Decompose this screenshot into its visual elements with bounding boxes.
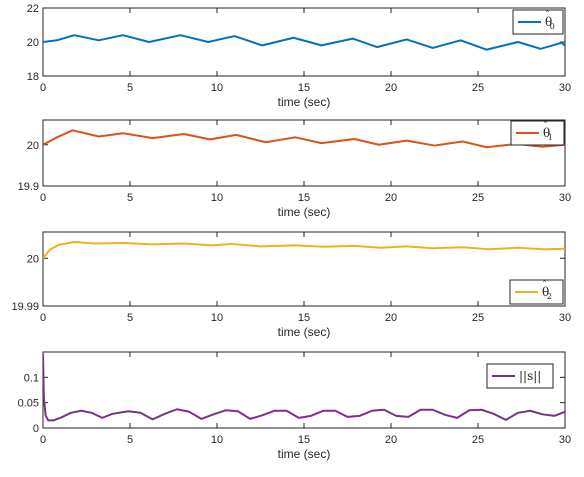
- series-line-1: [43, 34, 565, 51]
- legend: θˆ2: [509, 279, 564, 305]
- legend-label: θˆ1: [543, 121, 553, 142]
- legend-label: θˆ0: [545, 10, 555, 31]
- x-tick-label: 20: [385, 192, 397, 204]
- y-tick-label: 20: [27, 37, 39, 49]
- x-tick-label: 15: [298, 434, 310, 446]
- subplot-1: 0 5 10 15 20 25 30 18 20 22 time (sec) θˆ0: [27, 3, 571, 109]
- x-tick-label: 20: [385, 82, 397, 94]
- x-tick-label: 25: [472, 434, 484, 446]
- x-tick-label: 5: [127, 82, 133, 94]
- x-tick-label: 15: [298, 82, 310, 94]
- legend: ||s||: [486, 363, 554, 389]
- legend-label: θˆ2: [542, 280, 552, 301]
- x-tick-label: 5: [127, 312, 133, 324]
- axes-box: [42, 119, 566, 187]
- axes-box: [42, 351, 566, 429]
- series-line-2: [43, 129, 565, 149]
- y-tick-label: 19.9: [18, 181, 39, 193]
- subplot-2: 0 5 10 15 20 25 30 19.9 20 time (sec) θˆ1: [18, 119, 571, 219]
- x-axis-label: time (sec): [278, 447, 331, 461]
- x-tick-label: 10: [211, 82, 223, 94]
- x-tick-label: 0: [40, 434, 46, 446]
- x-tick-label: 30: [559, 434, 571, 446]
- x-tick-label: 0: [40, 192, 46, 204]
- y-tick-label: 20: [27, 253, 39, 265]
- y-tick-label: 18: [27, 71, 39, 83]
- legend: θˆ1: [510, 120, 565, 146]
- y-tick-label: 22: [27, 3, 39, 15]
- x-tick-label: 5: [127, 434, 133, 446]
- axes-box: [42, 231, 566, 307]
- x-tick-label: 25: [472, 192, 484, 204]
- x-tick-label: 25: [472, 82, 484, 94]
- y-tick-label: 0.05: [18, 398, 39, 410]
- x-axis-label: time (sec): [278, 95, 331, 109]
- legend: θˆ0: [512, 9, 564, 35]
- x-tick-label: 0: [40, 82, 46, 94]
- y-tick-label: 0: [33, 423, 39, 435]
- x-tick-label: 10: [211, 312, 223, 324]
- series-line-4: [43, 354, 565, 422]
- y-tick-label: 20: [27, 140, 39, 152]
- x-tick-label: 30: [559, 192, 571, 204]
- x-axis-label: time (sec): [278, 205, 331, 219]
- legend-label: ||s||: [519, 369, 541, 383]
- x-tick-label: 10: [211, 434, 223, 446]
- x-tick-label: 20: [385, 434, 397, 446]
- x-tick-label: 15: [298, 192, 310, 204]
- y-tick-label: 0.1: [24, 372, 39, 384]
- subplot-4: 0 5 10 15 20 25 30 0 0.05 0.1 time (sec) ||s||: [18, 351, 571, 461]
- x-tick-label: 0: [40, 312, 46, 324]
- y-tick-label: 19.99: [11, 301, 39, 313]
- x-tick-label: 20: [385, 312, 397, 324]
- x-tick-label: 15: [298, 312, 310, 324]
- x-tick-label: 10: [211, 192, 223, 204]
- x-tick-label: 5: [127, 192, 133, 204]
- x-tick-label: 30: [559, 312, 571, 324]
- x-tick-label: 25: [472, 312, 484, 324]
- subplot-3: 0 5 10 15 20 25 30 19.99 20 time (sec) θˆ2: [11, 231, 571, 339]
- x-tick-label: 30: [559, 82, 571, 94]
- axes-box: [42, 7, 566, 77]
- x-axis-label: time (sec): [278, 325, 331, 339]
- series-line-3: [43, 241, 565, 259]
